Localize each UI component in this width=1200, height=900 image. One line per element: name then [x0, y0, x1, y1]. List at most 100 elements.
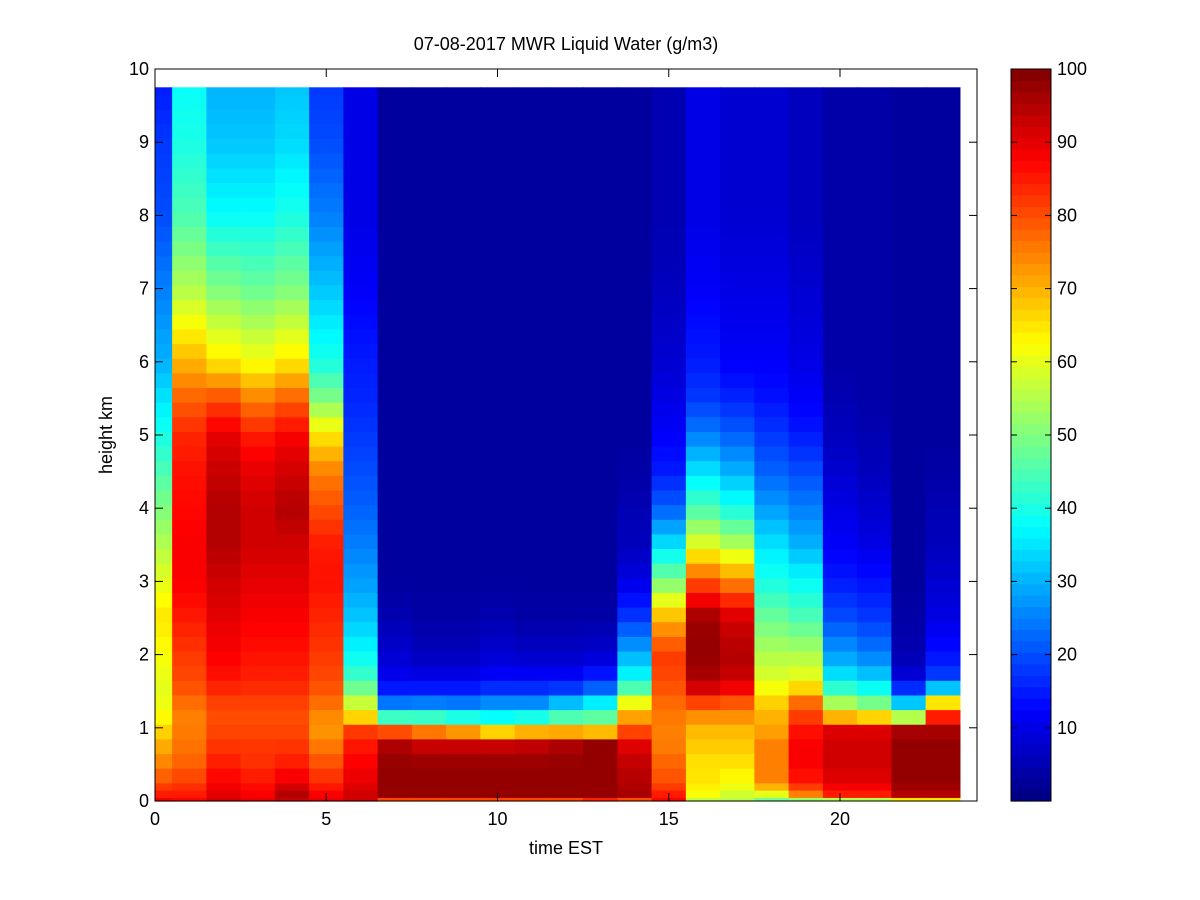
heatmap-cell [377, 343, 413, 359]
heatmap-cell [377, 592, 413, 608]
heatmap-cell [172, 724, 207, 740]
heatmap-cell [377, 709, 413, 725]
heatmap-cell [548, 211, 584, 227]
heatmap-cell [155, 650, 173, 667]
heatmap-cell [446, 782, 481, 791]
heatmap-cell [309, 358, 344, 374]
heatmap-cell [720, 797, 755, 802]
heatmap-cell [617, 665, 653, 681]
heatmap-cell [240, 402, 276, 418]
y-tick-label: 9 [139, 132, 149, 152]
heatmap-cell [685, 445, 721, 462]
heatmap-cell [651, 387, 687, 403]
heatmap-cell [651, 650, 687, 667]
heatmap-cell [891, 197, 927, 213]
heatmap-cell [891, 314, 927, 330]
heatmap-cell [720, 790, 755, 798]
heatmap-cell [514, 519, 550, 535]
heatmap-cell [754, 299, 790, 315]
heatmap-cell [754, 577, 790, 593]
heatmap-cell [857, 372, 892, 389]
heatmap-cell [651, 328, 687, 345]
heatmap-cell [857, 519, 892, 535]
heatmap-cell [720, 680, 755, 696]
colorbar-segment [1011, 412, 1051, 425]
colorbar-segment [1011, 435, 1051, 448]
colorbar-segment [1011, 640, 1051, 653]
heatmap-cell [514, 753, 550, 769]
heatmap-cell [583, 504, 618, 520]
heatmap-cell [651, 255, 687, 271]
heatmap-cell [172, 87, 207, 96]
heatmap-cell [206, 211, 242, 227]
heatmap-cell [583, 650, 618, 667]
heatmap-cell [274, 109, 310, 125]
heatmap-cell [651, 167, 687, 184]
heatmap-cell [925, 797, 961, 802]
heatmap-cell [891, 241, 927, 257]
heatmap-cell [411, 123, 447, 140]
heatmap-cell [446, 416, 481, 432]
heatmap-cell [155, 563, 173, 579]
heatmap-cell [377, 533, 413, 550]
heatmap-cell [480, 621, 516, 637]
heatmap-cell [514, 167, 550, 184]
heatmap-cell [685, 270, 721, 286]
heatmap-cell [617, 372, 653, 389]
heatmap-cell [411, 138, 447, 154]
heatmap-cell [754, 709, 790, 725]
heatmap-cell [788, 709, 824, 725]
heatmap-cell [206, 650, 242, 667]
heatmap-cell [822, 753, 858, 769]
heatmap-cell [925, 226, 961, 242]
heatmap-cell [411, 109, 447, 125]
heatmap-cell [155, 577, 173, 593]
colorbar-segment [1011, 297, 1051, 310]
heatmap-cell [274, 182, 310, 198]
colorbar-tick-label: 10 [1057, 718, 1077, 738]
heatmap-cell [514, 211, 550, 227]
heatmap-cell [617, 738, 653, 755]
heatmap-cell [446, 328, 481, 345]
heatmap-cell [377, 284, 413, 301]
heatmap-cell [377, 563, 413, 579]
heatmap-cell [720, 445, 755, 462]
heatmap-cell [857, 621, 892, 637]
colorbar-segment [1011, 778, 1051, 791]
colorbar-segment [1011, 229, 1051, 242]
heatmap-cell [685, 211, 721, 227]
heatmap-cell [822, 724, 858, 740]
heatmap-cell [240, 621, 276, 637]
heatmap-cell [274, 768, 310, 784]
heatmap-cell [155, 284, 173, 301]
heatmap-cell [411, 533, 447, 550]
heatmap-cell [788, 607, 824, 623]
heatmap-cell [891, 519, 927, 535]
heatmap-cell [172, 607, 207, 623]
heatmap-cell [206, 489, 242, 506]
heatmap-cell [274, 402, 310, 418]
heatmap-cell [891, 87, 927, 96]
heatmap-cell [583, 475, 618, 491]
heatmap-cell [172, 489, 207, 506]
heatmap-cell [343, 768, 379, 784]
heatmap-cell [343, 782, 379, 791]
heatmap-cell [240, 138, 276, 154]
heatmap-cell [720, 109, 755, 125]
heatmap-cell [617, 123, 653, 140]
heatmap-cell [788, 358, 824, 374]
heatmap-cell [206, 197, 242, 213]
heatmap-cell [240, 519, 276, 535]
heatmap-cell [925, 790, 961, 798]
heatmap-cell [788, 255, 824, 271]
heatmap-cell [411, 694, 447, 711]
heatmap-cell [617, 445, 653, 462]
heatmap-cell [240, 650, 276, 667]
heatmap-cell [651, 753, 687, 769]
heatmap-cell [925, 607, 961, 623]
heatmap-cell [891, 753, 927, 769]
heatmap-cell [925, 241, 961, 257]
heatmap-cell [274, 475, 310, 491]
heatmap-cell [480, 475, 516, 491]
heatmap-cell [155, 680, 173, 696]
